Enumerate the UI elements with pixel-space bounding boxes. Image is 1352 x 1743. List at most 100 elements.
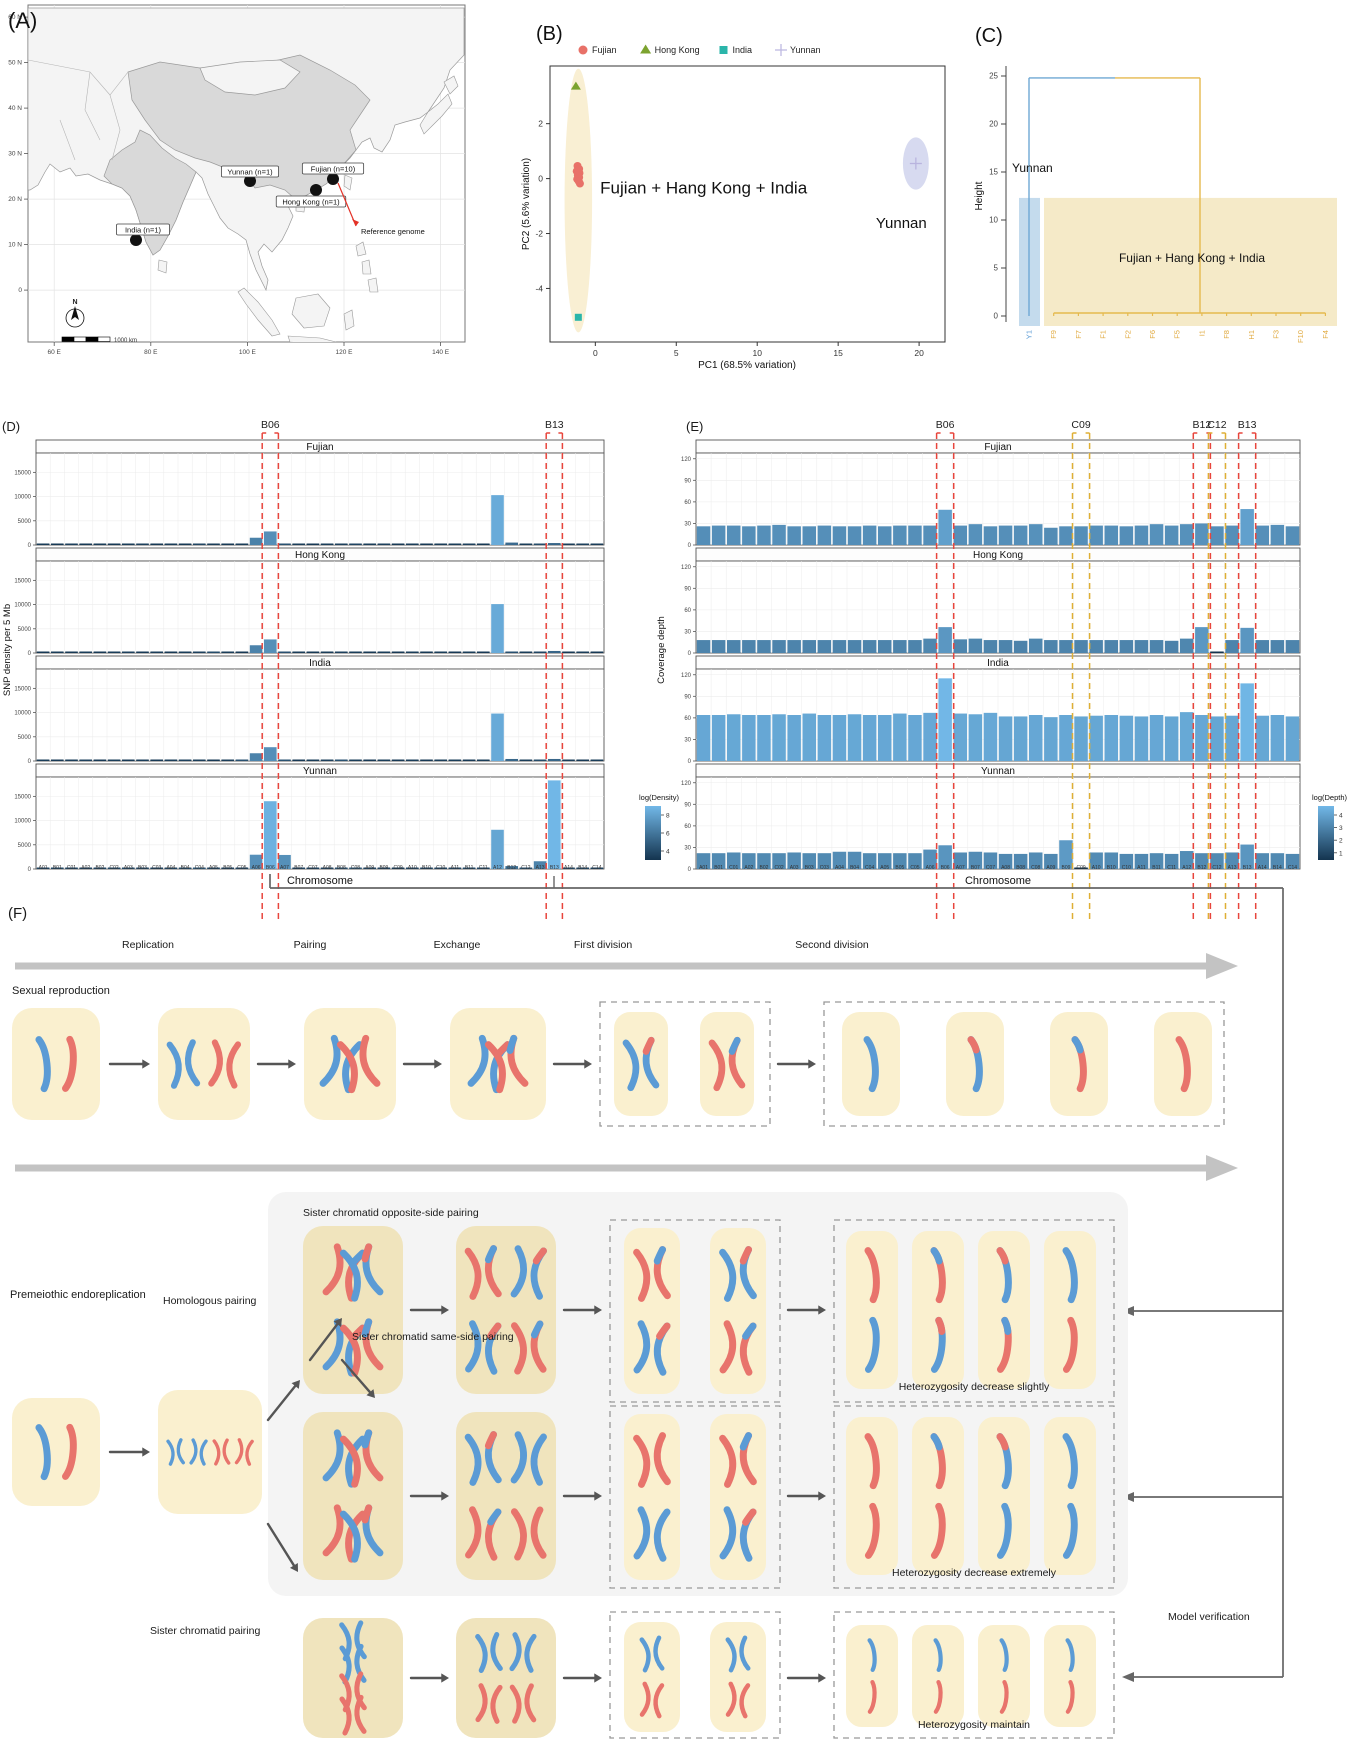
- bar-B05: [893, 640, 907, 653]
- chromatid: [864, 1433, 880, 1490]
- chromatid-body: [1062, 1502, 1078, 1559]
- chrom-xtick-label: B01: [53, 865, 62, 871]
- bar-A13: [1225, 640, 1239, 653]
- panel-c-dendrogram: 0 5 10 15 20 25 Height Y1 F9 F7 F1 F2 F6 F5 I1 F8 H1 F3 F1…: [974, 66, 1337, 343]
- chromatid-arm: [345, 1435, 367, 1488]
- panel-b-letter: (B): [536, 23, 563, 45]
- bar-A07: [953, 852, 967, 869]
- bar-A13: [1225, 852, 1239, 869]
- chromatid: [996, 1433, 1012, 1490]
- chromatid-arm: [336, 1041, 358, 1094]
- bar-A11: [448, 867, 462, 869]
- chromatid-body: [863, 1036, 879, 1093]
- bar-B13: [1240, 627, 1254, 653]
- chrom-xtick-label: B10: [1107, 865, 1116, 871]
- bar-C01: [65, 759, 78, 761]
- bar-C05: [235, 543, 249, 545]
- reference-arrowhead: [352, 219, 359, 226]
- bar-A02: [742, 853, 756, 869]
- bar-B13: [548, 650, 561, 653]
- bar-B08: [1013, 640, 1028, 653]
- bar-A05: [207, 759, 220, 761]
- chromatid: [1175, 1036, 1191, 1093]
- bar-A14: [1255, 715, 1269, 761]
- bar-A03: [787, 526, 801, 545]
- bar-C11: [477, 543, 490, 545]
- exchanged-tip: [728, 1036, 741, 1055]
- bar-B05: [221, 867, 234, 869]
- compass-n: N: [72, 299, 77, 306]
- exchanged-tip: [487, 1508, 502, 1526]
- chrom-xtick-label: A12: [1182, 865, 1191, 871]
- sample-point: [244, 175, 256, 187]
- chrom-axis-title: Chromosome: [965, 875, 1031, 887]
- chromatid-arm: [708, 1039, 726, 1092]
- bar-C08: [349, 867, 362, 869]
- dendro-ytick-label: 20: [989, 120, 998, 129]
- outcome-decrease-slightly: Heterozygosity decrease slightly: [898, 1381, 1050, 1393]
- bar-C05: [235, 759, 249, 761]
- chromatid-arm: [189, 1438, 198, 1465]
- step-arrowhead: [434, 1059, 442, 1069]
- chromatid: [867, 1680, 877, 1714]
- bar-B12: [505, 542, 518, 545]
- chrom-xtick-label: A14: [1258, 865, 1267, 871]
- bar-C12: [1210, 716, 1224, 761]
- bar-B09: [377, 651, 391, 653]
- highlight-label-B13: B13: [1238, 419, 1257, 431]
- bar-A04: [832, 640, 847, 653]
- island-taiwan: [343, 174, 353, 191]
- exchanged-tip: [361, 1318, 373, 1338]
- chrom-xtick-label: A12: [493, 865, 502, 871]
- compass-rose: N: [65, 299, 85, 328]
- chrom-xtick-label: B13: [550, 865, 559, 871]
- pca-point-fujian: [574, 166, 583, 175]
- chromosome-x: [339, 1504, 384, 1563]
- chromatid-arm: [509, 1684, 522, 1724]
- bar-C04: [193, 867, 206, 869]
- chromatid-arm: [322, 1504, 344, 1557]
- bar-A05: [878, 526, 892, 545]
- chromatid-body: [930, 1502, 946, 1559]
- facet-ytick-label: 5000: [18, 519, 32, 525]
- bar-C08: [349, 759, 362, 761]
- chromatid: [1062, 1247, 1078, 1304]
- facet-ytick-label: 60: [684, 824, 691, 830]
- legend-label: India: [733, 45, 753, 55]
- label-model-verification: Model verification: [1168, 1611, 1250, 1623]
- chromatid-arm: [530, 1506, 547, 1559]
- facet-ytick-label: 15000: [14, 686, 31, 692]
- bar-A09: [1044, 853, 1058, 869]
- dendro-leaf-I1: I1: [1197, 330, 1206, 336]
- chromatid-body: [867, 1680, 877, 1714]
- island-luzon: [355, 241, 367, 257]
- stage-replication: Replication: [122, 939, 174, 951]
- bar-C14: [1285, 853, 1300, 869]
- map-ytick-label: 30 N: [8, 151, 22, 158]
- bar-A06: [923, 525, 937, 545]
- chrom-xtick-label: C02: [110, 865, 119, 871]
- dendro-ytick-label: 15: [989, 168, 998, 177]
- country-india: [103, 129, 197, 256]
- facet-ytick-label: 10000: [14, 603, 31, 609]
- scalebar-segment: [85, 336, 99, 342]
- bar-A12: [1180, 524, 1194, 545]
- chrom-xtick-label: C08: [351, 865, 360, 871]
- sample-label-box: [116, 223, 170, 236]
- bar-B04: [847, 640, 862, 653]
- chromosome-x: [464, 1245, 502, 1300]
- exchanged-tip: [930, 1247, 943, 1265]
- bar-B05: [221, 651, 234, 653]
- chrom-xtick-label: B12: [507, 865, 516, 871]
- map-ytick-label: 0: [18, 287, 22, 294]
- highlight-label-C09: C09: [1071, 419, 1090, 431]
- bar-C03: [150, 759, 163, 761]
- bar-A07: [278, 759, 291, 761]
- bar-B12: [1195, 715, 1209, 761]
- chrom-xtick-label: C11: [1167, 865, 1176, 871]
- dendro-leaf-F9: F9: [1049, 330, 1058, 339]
- bar-B05: [221, 543, 234, 545]
- chrom-xtick-label: C05: [910, 865, 919, 871]
- bar-C09: [391, 543, 405, 545]
- bar-B14: [576, 759, 589, 761]
